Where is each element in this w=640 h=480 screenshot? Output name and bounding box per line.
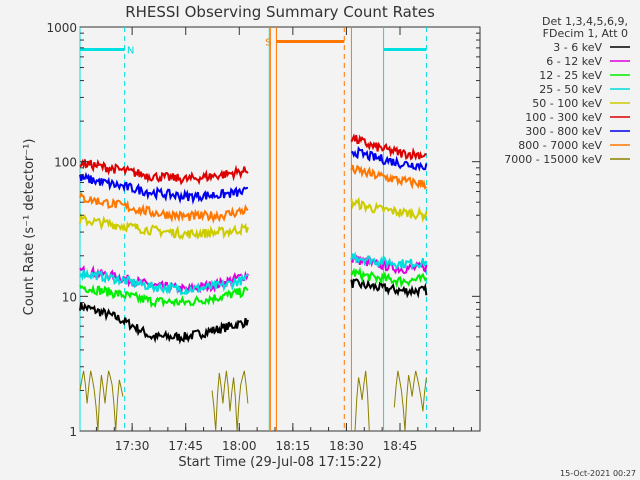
series-line bbox=[211, 370, 249, 432]
legend-item-100-300-kev: 100 - 300 keV bbox=[525, 111, 630, 124]
series-300-800-kev bbox=[79, 145, 428, 205]
series-line bbox=[350, 145, 428, 172]
x-tick-label: 18:45 bbox=[383, 439, 418, 453]
legend-item-800-7000-kev: 800 - 7000 keV bbox=[518, 139, 630, 152]
generated-timestamp: 15-Oct-2021 00:27 bbox=[560, 469, 636, 478]
plot-area: NS bbox=[79, 26, 481, 432]
series-100-300-kev bbox=[79, 133, 427, 186]
legend-label: 6 - 12 keV bbox=[546, 55, 602, 68]
y-tick-label: 100 bbox=[54, 156, 77, 170]
series-7000-15000-kev bbox=[79, 370, 427, 432]
y-tick-label: 1000 bbox=[46, 21, 77, 35]
series-line bbox=[350, 251, 428, 271]
x-tick-label: 18:00 bbox=[222, 439, 257, 453]
annotation-label-s: S bbox=[265, 38, 271, 49]
series-line bbox=[79, 191, 249, 224]
x-tick-label: 17:30 bbox=[115, 439, 150, 453]
legend-header-line: Det 1,3,4,5,6,9, bbox=[542, 15, 628, 28]
legend-label: 7000 - 15000 keV bbox=[504, 153, 602, 166]
legend-header-line: FDecim 1, Att 0 bbox=[543, 27, 628, 40]
x-tick-label: 17:45 bbox=[168, 439, 203, 453]
series-line bbox=[79, 212, 249, 241]
annotation-label-n: N bbox=[127, 46, 134, 57]
y-tick-label: 1 bbox=[69, 425, 77, 439]
series-3-6-kev bbox=[79, 278, 428, 345]
series-line bbox=[79, 268, 249, 296]
series-line bbox=[350, 278, 428, 299]
y-tick-label: 10 bbox=[62, 290, 77, 304]
y-axis-label: Count Rate (s⁻¹ detector⁻¹) bbox=[22, 139, 37, 316]
series-line bbox=[79, 283, 249, 309]
y-axis: 1 10 100 1000 bbox=[46, 21, 480, 439]
series-line bbox=[79, 158, 249, 186]
legend-item-3-6-kev: 3 - 6 keV bbox=[553, 41, 630, 54]
series-50-100-kev bbox=[79, 196, 428, 241]
legend-label: 12 - 25 keV bbox=[539, 69, 602, 82]
legend-label: 25 - 50 keV bbox=[539, 83, 602, 96]
series-line bbox=[350, 164, 428, 190]
legend-item-25-50-kev: 25 - 50 keV bbox=[539, 83, 630, 96]
series-line bbox=[79, 370, 124, 432]
chart-title: RHESSI Observing Summary Count Rates bbox=[125, 3, 435, 21]
legend-item-50-100-kev: 50 - 100 keV bbox=[532, 97, 630, 110]
x-tick-label: 18:15 bbox=[276, 439, 311, 453]
series-line bbox=[350, 196, 428, 224]
series-line bbox=[79, 302, 249, 345]
x-tick-label: 18:30 bbox=[329, 439, 364, 453]
legend-label: 3 - 6 keV bbox=[553, 41, 602, 54]
legend-label: 300 - 800 keV bbox=[525, 125, 602, 138]
legend-item-6-12-kev: 6 - 12 keV bbox=[546, 55, 630, 68]
series-line bbox=[354, 370, 370, 432]
legend-label: 50 - 100 keV bbox=[532, 97, 602, 110]
series-800-7000-kev bbox=[79, 164, 428, 224]
x-axis-label: Start Time (29-Jul-08 17:15:22) bbox=[178, 455, 381, 470]
legend: Det 1,3,4,5,6,9,FDecim 1, Att 03 - 6 keV… bbox=[504, 15, 630, 166]
legend-item-12-25-kev: 12 - 25 keV bbox=[539, 69, 630, 82]
series-line bbox=[393, 370, 427, 432]
series-25-50-kev bbox=[79, 251, 428, 296]
legend-item-7000-15000-kev: 7000 - 15000 keV bbox=[504, 153, 630, 166]
x-axis: 17:30 17:45 18:00 18:15 18:30 18:45 bbox=[95, 27, 472, 453]
legend-label: 100 - 300 keV bbox=[525, 111, 602, 124]
series-line bbox=[350, 133, 427, 161]
series-line bbox=[79, 171, 248, 205]
legend-item-300-800-kev: 300 - 800 keV bbox=[525, 125, 630, 138]
series-line bbox=[350, 266, 428, 289]
legend-label: 800 - 7000 keV bbox=[518, 139, 602, 152]
series-12-25-kev bbox=[79, 266, 428, 309]
